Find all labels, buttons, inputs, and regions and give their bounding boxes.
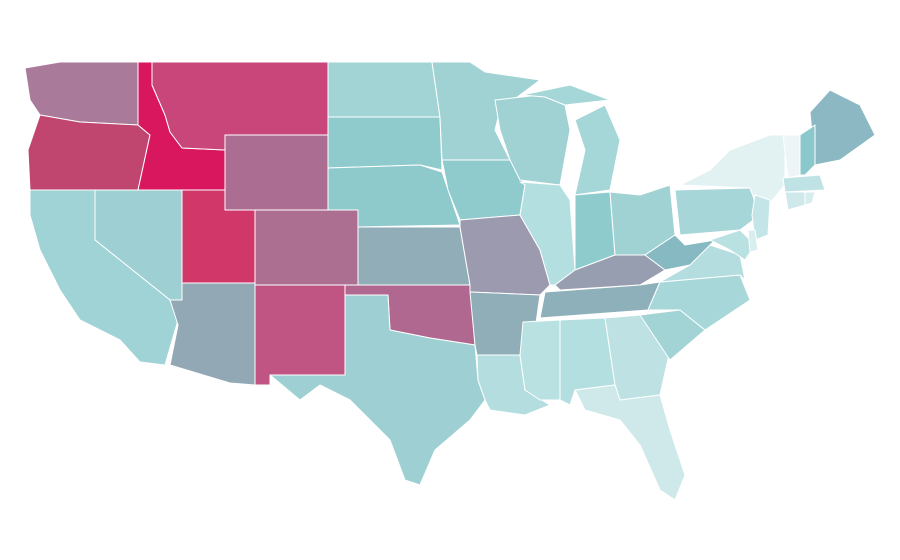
state xyxy=(431,61,541,161)
state xyxy=(809,89,876,166)
state xyxy=(782,174,826,193)
state xyxy=(254,284,346,386)
state xyxy=(751,194,771,241)
state xyxy=(574,384,686,501)
state xyxy=(674,187,761,236)
state xyxy=(521,84,621,196)
state xyxy=(27,114,151,191)
state xyxy=(799,124,816,176)
state xyxy=(269,294,486,486)
state xyxy=(29,189,179,366)
state xyxy=(254,209,359,286)
state xyxy=(784,191,806,211)
state xyxy=(747,229,759,253)
state xyxy=(169,282,256,386)
state xyxy=(327,116,443,171)
state xyxy=(327,61,441,118)
state xyxy=(519,181,576,286)
state xyxy=(357,226,471,286)
state xyxy=(519,319,561,401)
state xyxy=(782,134,801,179)
state xyxy=(709,229,756,261)
state xyxy=(224,134,329,211)
state xyxy=(327,164,461,228)
state xyxy=(804,191,816,206)
